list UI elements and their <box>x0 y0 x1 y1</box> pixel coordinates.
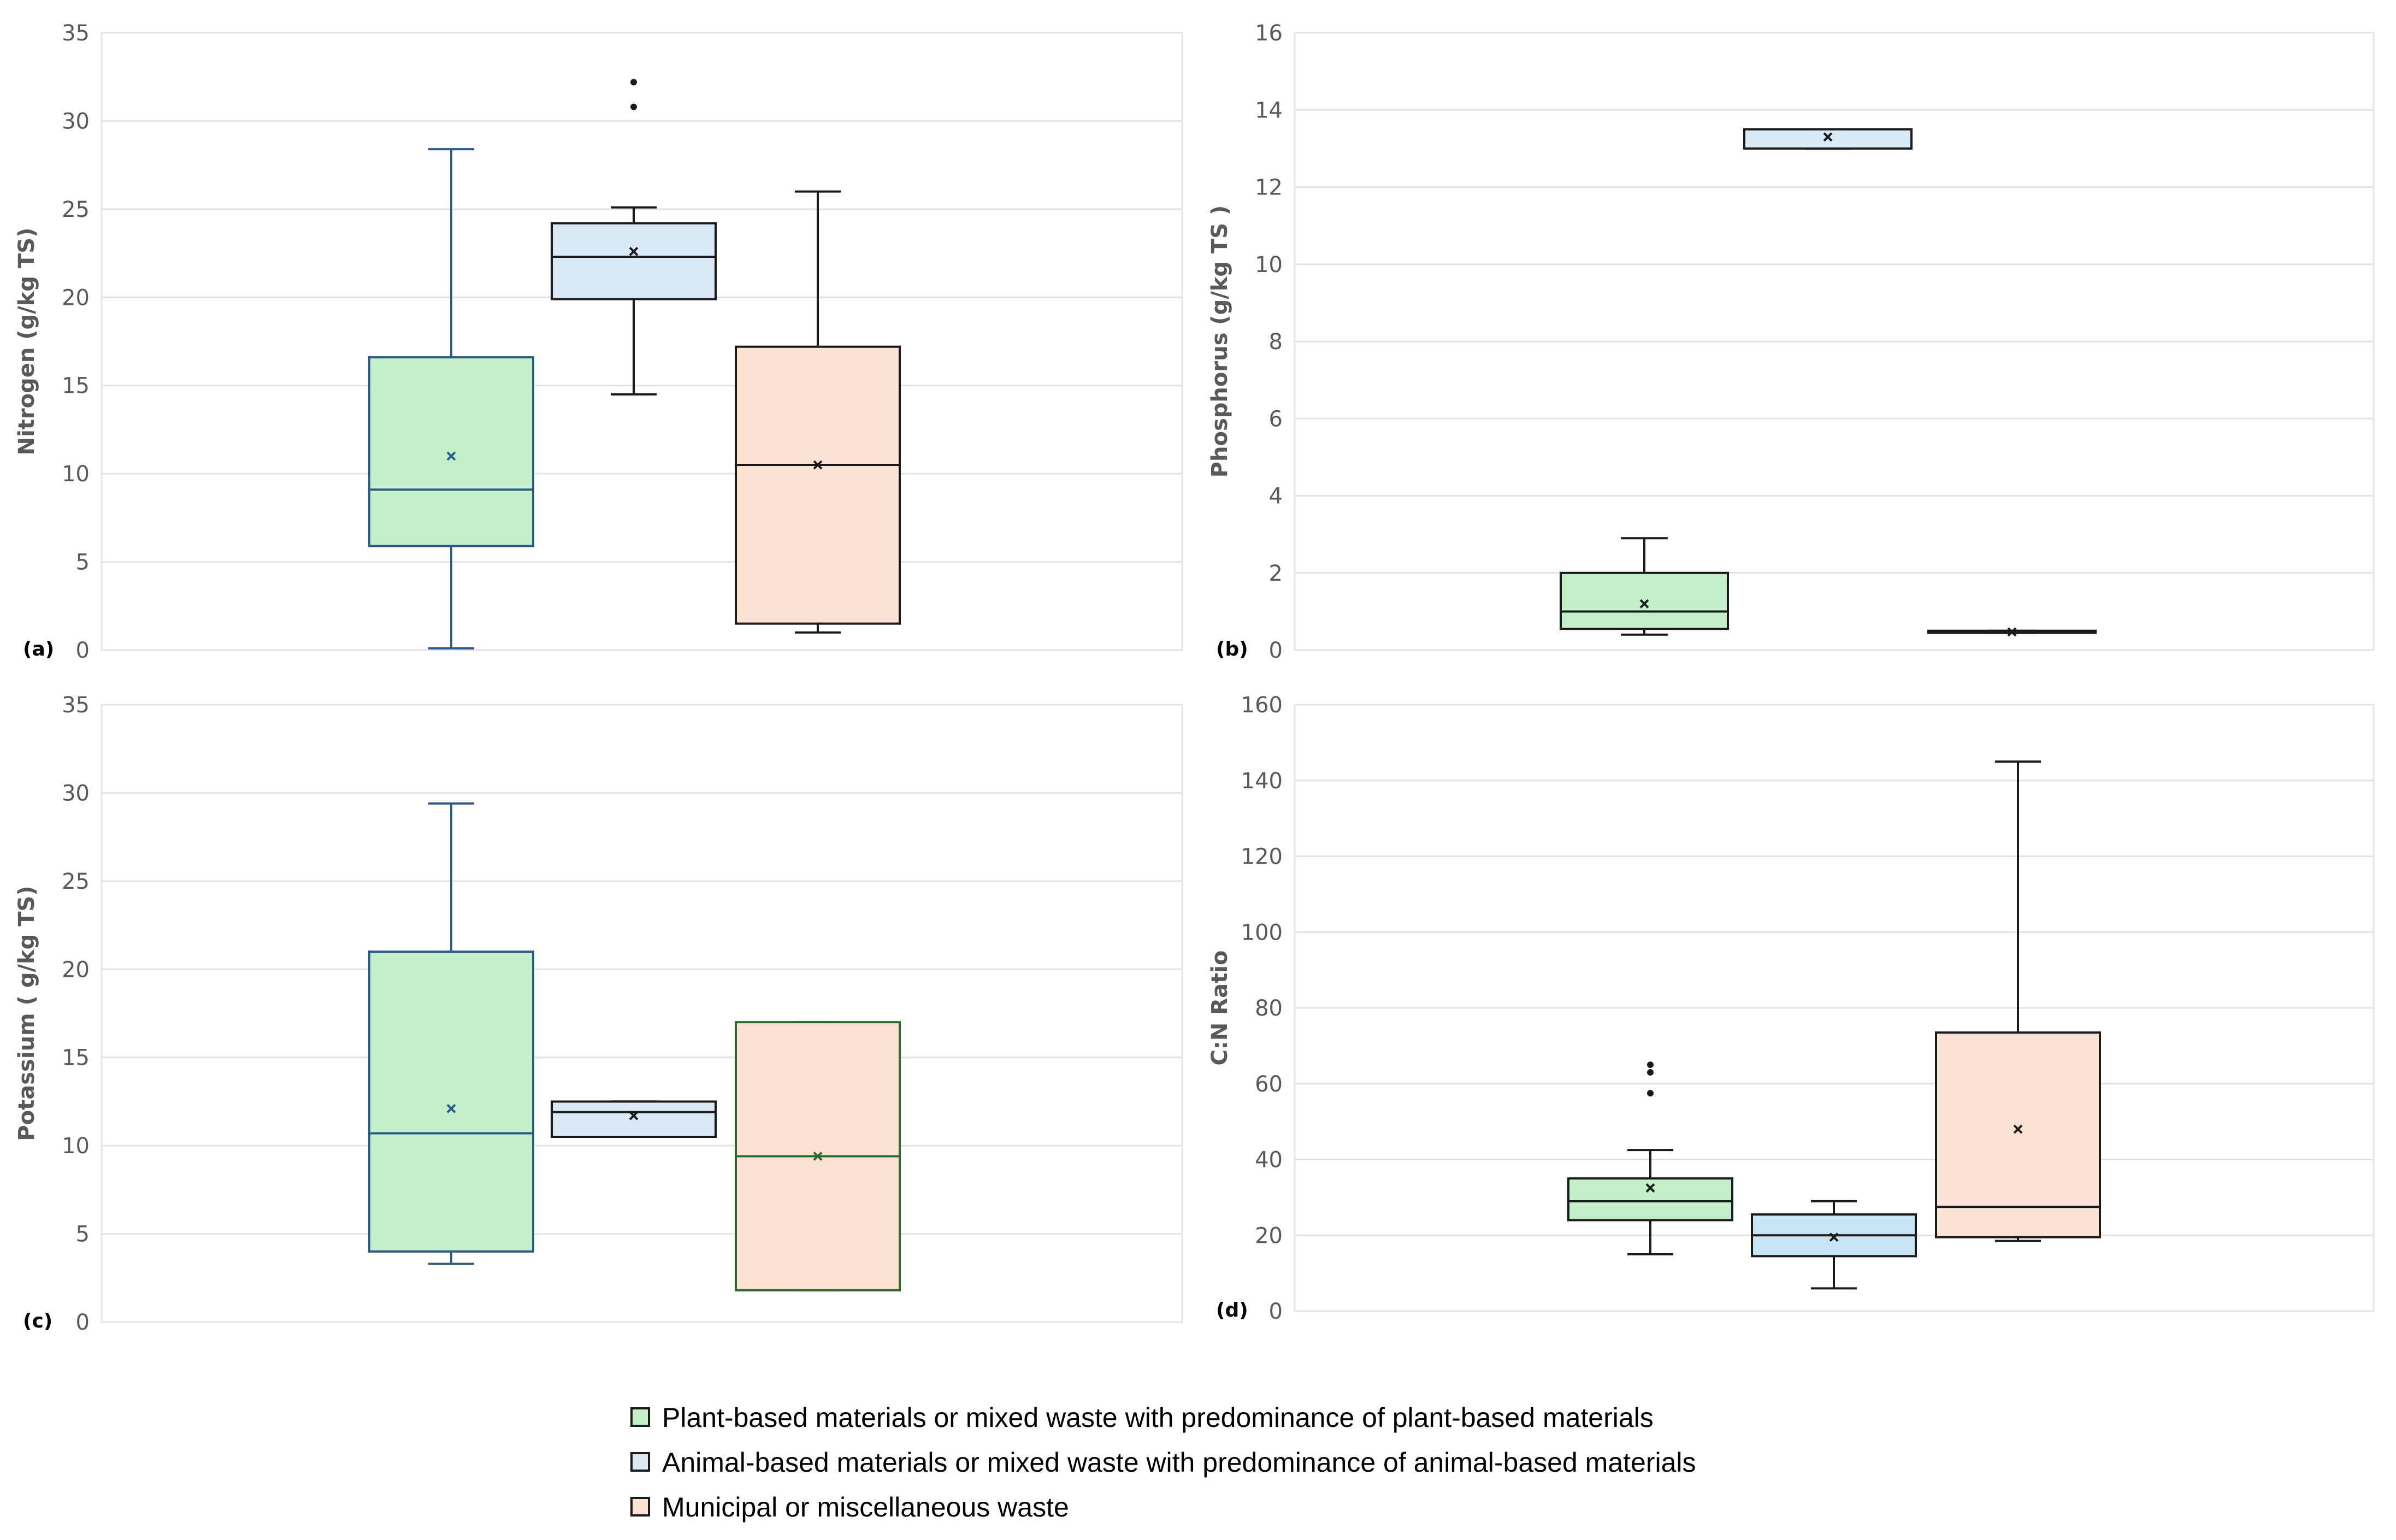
legend-swatch-municipal <box>630 1497 650 1517</box>
y-tick-label: 4 <box>1269 484 1283 509</box>
y-tick-label: 5 <box>76 550 90 575</box>
iqr-box <box>1743 128 1913 150</box>
iqr-box <box>1567 1177 1733 1222</box>
iqr-box <box>551 1100 717 1138</box>
iqr-box <box>368 951 534 1253</box>
outlier-point <box>1647 1069 1654 1076</box>
y-tick-label: 5 <box>76 1222 90 1247</box>
y-axis-title: Potassium ( g/kg TS) <box>14 886 39 1141</box>
y-tick-label: 25 <box>62 197 90 222</box>
legend-label-animal: Animal-based materials or mixed waste wi… <box>662 1447 1696 1478</box>
chart-panel-2: 0 2 4 6 8 10 12 14 16 Phosphorus (g/kg TS ) (b) <box>1207 21 2375 663</box>
box-municipal <box>735 1021 901 1291</box>
y-axis-title: C:N Ratio <box>1207 951 1232 1066</box>
y-tick-label: 60 <box>1255 1072 1283 1097</box>
box-municipal <box>1927 627 2097 637</box>
plot-area-frame <box>101 704 1183 1323</box>
box-municipal <box>1935 760 2101 1242</box>
box-animal <box>1751 1200 1917 1290</box>
legend: Plant-based materials or mixed waste wit… <box>630 1402 1696 1523</box>
y-tick-label: 0 <box>76 1310 90 1335</box>
y-tick-label: 120 <box>1241 845 1283 870</box>
y-tick-label: 35 <box>62 693 90 718</box>
iqr-box <box>551 222 717 300</box>
y-tick-label: 100 <box>1241 920 1283 945</box>
y-tick-label: 40 <box>1255 1148 1283 1173</box>
mean-marker <box>813 1152 823 1161</box>
box-animal <box>551 1100 717 1138</box>
box-animal <box>551 79 717 396</box>
mean-marker <box>446 1104 456 1113</box>
chart-panel-4: 0 20 40 60 80 100 120 140 160 C:N Ratio (d) <box>1207 693 2375 1324</box>
legend-item-municipal: Municipal or miscellaneous waste <box>630 1492 1069 1523</box>
mean-marker <box>1829 1232 1839 1242</box>
chart-panel-3: 0 5 10 15 20 25 30 35 Potassium ( g/kg TS) (c) <box>14 693 1183 1335</box>
y-tick-label: 15 <box>62 1046 90 1071</box>
outlier-point <box>1647 1061 1654 1069</box>
legend-label-municipal: Municipal or miscellaneous waste <box>662 1492 1069 1523</box>
chart-panels: 0 5 10 15 20 25 30 35 Nitrogen (g/kg TS) (a) 0 2 4 6 8… <box>14 21 2375 1335</box>
box-plant <box>368 802 534 1265</box>
box-plant <box>1560 537 1729 636</box>
iqr-box <box>1560 571 1729 630</box>
y-tick-label: 160 <box>1241 693 1283 718</box>
mean-marker <box>2007 627 2017 637</box>
y-tick-label: 25 <box>62 869 90 894</box>
mean-marker <box>446 451 456 461</box>
mean-marker <box>813 460 823 470</box>
y-tick-label: 10 <box>62 1134 90 1159</box>
box-municipal <box>735 190 901 634</box>
y-tick-label: 10 <box>1255 252 1283 278</box>
y-tick-label: 20 <box>1255 1223 1283 1248</box>
legend-item-animal: Animal-based materials or mixed waste wi… <box>630 1447 1696 1478</box>
outlier-point <box>630 103 637 110</box>
panel-label: (c) <box>23 1310 52 1332</box>
box-plant <box>1567 1061 1733 1255</box>
mean-marker <box>629 1111 639 1120</box>
y-axis-title: Nitrogen (g/kg TS) <box>14 228 39 456</box>
box-plant <box>368 148 534 650</box>
mean-marker <box>629 246 639 256</box>
mean-marker <box>2013 1124 2023 1134</box>
y-axis-title: Phosphorus (g/kg TS ) <box>1207 205 1232 478</box>
y-tick-label: 15 <box>62 374 90 399</box>
outlier-point <box>1647 1090 1654 1097</box>
panel-label: (b) <box>1216 638 1248 660</box>
iqr-box <box>735 345 901 625</box>
legend-swatch-plant <box>630 1407 650 1427</box>
y-tick-label: 8 <box>1269 329 1283 355</box>
plot-area-frame <box>101 32 1183 651</box>
y-tick-label: 0 <box>1269 1299 1283 1324</box>
legend-swatch-animal <box>630 1452 650 1472</box>
y-tick-label: 80 <box>1255 996 1283 1021</box>
iqr-box <box>368 356 534 547</box>
y-tick-label: 20 <box>62 957 90 982</box>
y-tick-label: 10 <box>62 462 90 487</box>
box-animal <box>1743 128 1913 150</box>
y-tick-label: 6 <box>1269 406 1283 432</box>
chart-panel-1: 0 5 10 15 20 25 30 35 Nitrogen (g/kg TS) (a) <box>14 21 1183 663</box>
y-tick-label: 16 <box>1255 21 1283 46</box>
outlier-point <box>630 79 637 86</box>
y-tick-label: 30 <box>62 109 90 134</box>
y-tick-label: 30 <box>62 781 90 806</box>
panel-label: (d) <box>1216 1299 1248 1321</box>
legend-label-plant: Plant-based materials or mixed waste wit… <box>662 1402 1654 1433</box>
y-tick-label: 14 <box>1255 98 1283 123</box>
mean-marker <box>1823 132 1833 142</box>
y-tick-label: 20 <box>62 285 90 310</box>
y-tick-label: 35 <box>62 21 90 46</box>
y-tick-label: 12 <box>1255 175 1283 200</box>
mean-marker <box>1645 1183 1655 1193</box>
mean-marker <box>1639 599 1649 609</box>
y-tick-label: 0 <box>1269 638 1283 663</box>
legend-item-plant: Plant-based materials or mixed waste wit… <box>630 1402 1654 1433</box>
y-tick-label: 2 <box>1269 561 1283 586</box>
panel-label: (a) <box>23 638 54 660</box>
y-tick-label: 0 <box>76 638 90 663</box>
iqr-box <box>1935 1031 2101 1238</box>
y-tick-label: 140 <box>1241 769 1283 794</box>
